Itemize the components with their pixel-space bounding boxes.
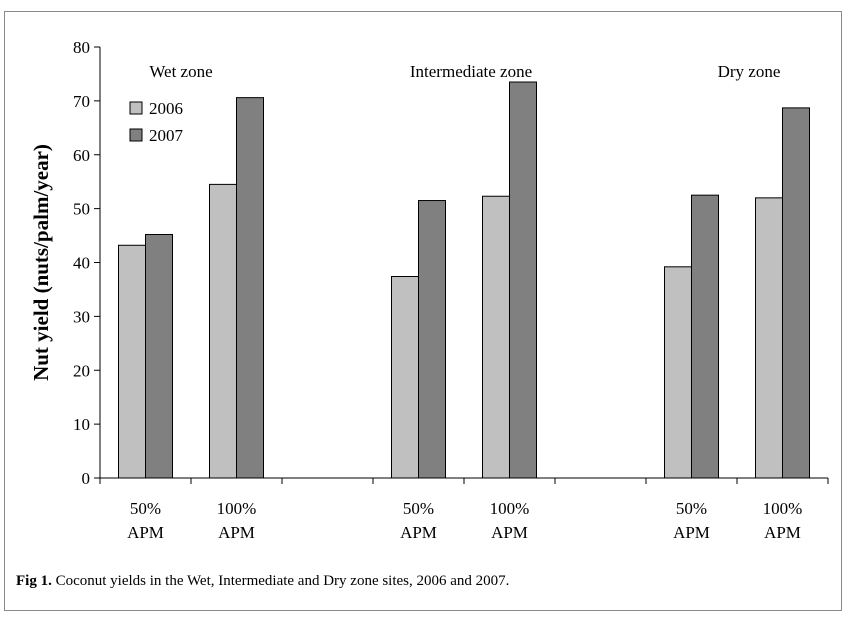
bar-2007 bbox=[145, 233, 173, 479]
legend-swatch-2006 bbox=[129, 101, 143, 115]
category-label-line1: 50% bbox=[403, 499, 434, 518]
category-label-line2: APM bbox=[764, 523, 801, 542]
category-label-line2: APM bbox=[400, 523, 437, 542]
bar-2006 bbox=[664, 266, 692, 479]
category-label-line1: 100% bbox=[490, 499, 530, 518]
category-label-line2: APM bbox=[673, 523, 710, 542]
bar-2007 bbox=[418, 200, 446, 479]
legend-label-2007: 2007 bbox=[149, 126, 184, 145]
y-tick-label: 70 bbox=[73, 92, 90, 111]
category-label-line1: 100% bbox=[763, 499, 803, 518]
y-tick-label: 80 bbox=[73, 38, 90, 57]
bar-chart: 0 10 20 30 40 50 60 70 80 Nut yield (nuts/palm/ye… bbox=[29, 38, 829, 542]
bar-2007 bbox=[782, 107, 810, 479]
zone-label: Dry zone bbox=[718, 62, 781, 81]
category-label-line2: APM bbox=[127, 523, 164, 542]
legend-label-2006: 2006 bbox=[149, 99, 183, 118]
bar-2006 bbox=[391, 276, 419, 479]
category-label-line1: 100% bbox=[217, 499, 257, 518]
y-tick-label: 10 bbox=[73, 415, 90, 434]
y-tick-label: 30 bbox=[73, 307, 90, 326]
caption-text: Coconut yields in the Wet, Intermediate … bbox=[51, 573, 510, 589]
y-tick-label: 40 bbox=[73, 254, 90, 273]
category-label-line1: 50% bbox=[130, 499, 161, 518]
zone-label: Intermediate zone bbox=[410, 62, 532, 81]
legend-swatch-2007 bbox=[129, 128, 143, 142]
figure-caption: Fig 1. Coconut yields in the Wet, Interm… bbox=[16, 573, 509, 590]
bar-2007 bbox=[691, 194, 719, 479]
category-label-line1: 50% bbox=[676, 499, 707, 518]
y-tick-label: 60 bbox=[73, 146, 90, 165]
bar-2007 bbox=[509, 81, 537, 479]
bar-2007 bbox=[236, 97, 264, 479]
bar-2006 bbox=[209, 183, 237, 479]
category-label-line2: APM bbox=[491, 523, 528, 542]
bar-2006 bbox=[118, 244, 146, 479]
y-axis-label: Nut yield (nuts/palm/year) bbox=[29, 144, 53, 381]
y-tick-label: 20 bbox=[73, 361, 90, 380]
category-label-line2: APM bbox=[218, 523, 255, 542]
bar-2006 bbox=[482, 195, 510, 479]
bar-2006 bbox=[755, 197, 783, 479]
figure-frame bbox=[4, 11, 842, 611]
y-tick-label: 0 bbox=[82, 469, 91, 488]
caption-label: Fig 1. bbox=[16, 573, 52, 589]
zone-label: Wet zone bbox=[149, 62, 212, 81]
y-tick-label: 50 bbox=[73, 200, 90, 219]
